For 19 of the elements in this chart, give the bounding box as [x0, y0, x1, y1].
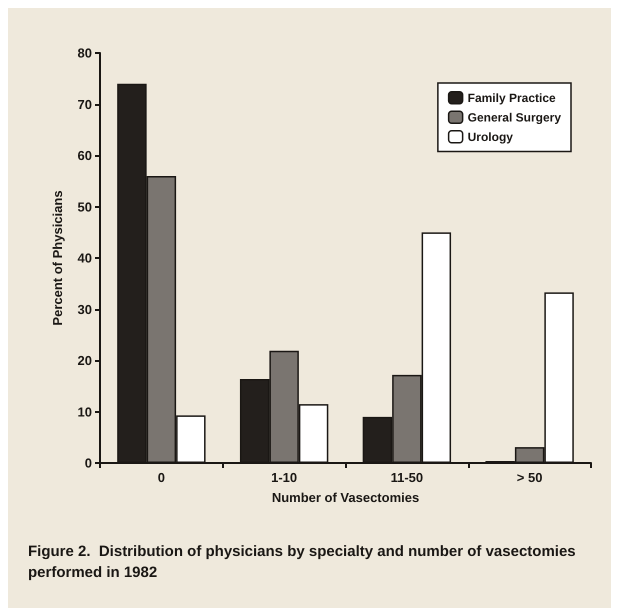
- caption: Figure 2. Distribution of physicians by specialty and number of vasectomies performed in 1982: [28, 543, 580, 581]
- legend-label: Family Practice: [468, 90, 556, 105]
- x-tick-label: 1-10: [271, 470, 298, 485]
- y-axis-title: Percent of Physicians: [50, 190, 65, 326]
- x-tick-label: 0: [158, 470, 165, 485]
- y-tick-label: 40: [78, 250, 92, 266]
- legend-label: General Surgery: [468, 110, 562, 124]
- y-tick-label: 10: [78, 404, 92, 420]
- legend-label: Urology: [468, 130, 514, 144]
- y-tick-label: 70: [78, 96, 92, 112]
- y-tick-label: 0: [84, 456, 92, 470]
- y-tick-label: 80: [78, 46, 92, 60]
- y-tick-label: 60: [78, 148, 92, 163]
- y-tick-label: 50: [78, 199, 92, 214]
- x-tick-label: > 50: [516, 470, 542, 485]
- y-tick-label: 20: [78, 353, 92, 368]
- x-axis-title: Number of Vasectomies: [272, 490, 420, 505]
- x-tick-label: 11-50: [390, 470, 424, 485]
- y-tick-label: 30: [78, 302, 92, 317]
